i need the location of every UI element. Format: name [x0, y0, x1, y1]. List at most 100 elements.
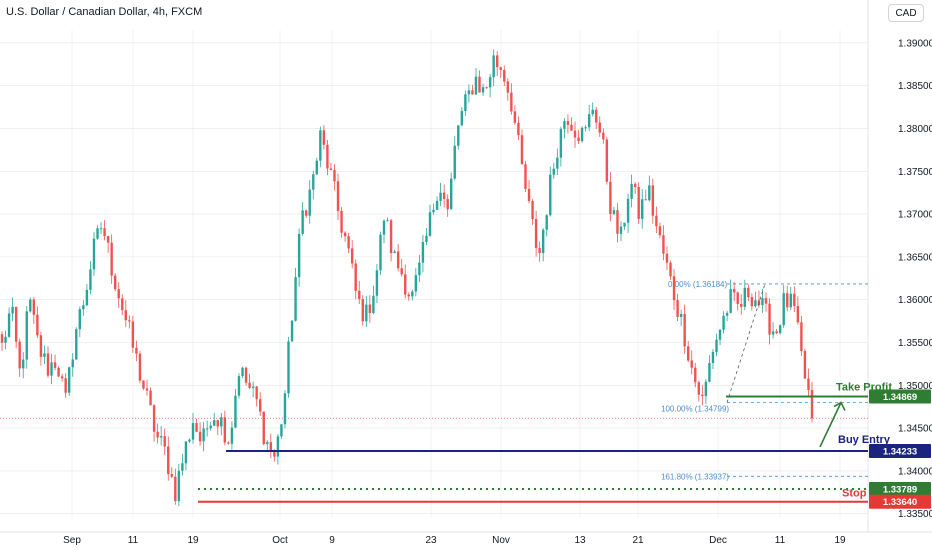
candle: [71, 359, 74, 368]
candle: [167, 446, 170, 475]
fib-label-fib_100: 100.00% (1.34799): [661, 405, 729, 414]
candle: [747, 287, 750, 298]
candle: [280, 424, 283, 437]
candle: [803, 350, 807, 379]
candle: [520, 135, 524, 165]
candle: [513, 111, 517, 123]
candle: [223, 417, 227, 443]
candle: [492, 55, 495, 78]
candle: [711, 351, 715, 363]
candle: [294, 277, 297, 321]
candle: [538, 248, 541, 254]
x-tick-label: 19: [187, 535, 199, 546]
candle: [595, 109, 598, 123]
x-tick-label: 9: [329, 535, 335, 546]
candle: [213, 420, 216, 426]
candle: [503, 69, 506, 82]
candle: [510, 92, 513, 112]
candle: [609, 181, 612, 214]
candle: [768, 303, 771, 335]
candle: [807, 378, 810, 390]
candle: [301, 210, 304, 234]
candle: [96, 228, 99, 239]
levels: 0.00% (1.36184) 100.00% (1.34799) 161.80% …: [0, 280, 895, 503]
candle: [531, 200, 534, 220]
fib-1618-tag-text: 1.33789: [883, 484, 917, 495]
candle: [89, 269, 92, 290]
candle: [266, 442, 269, 445]
candle: [771, 331, 775, 335]
candle: [764, 298, 768, 304]
candle: [644, 199, 647, 201]
x-tick-label: 11: [775, 535, 786, 546]
candle: [672, 276, 676, 301]
candle: [527, 188, 531, 201]
candle: [442, 192, 446, 199]
candle: [92, 238, 96, 270]
candle: [255, 386, 258, 400]
candle: [368, 304, 372, 314]
candle: [322, 130, 326, 145]
candle: [655, 215, 658, 227]
candle: [64, 378, 67, 393]
x-axis: Sep 11 19 Oct 9 23 Nov 13 21 Dec 11 19: [63, 535, 846, 546]
candle: [46, 353, 50, 376]
candle: [269, 442, 273, 452]
candle: [499, 67, 502, 70]
candle: [612, 210, 616, 214]
candle: [786, 293, 789, 308]
y-tick-label: 1.37000: [898, 210, 932, 221]
candle: [810, 389, 814, 419]
buy-entry-tag: [869, 443, 931, 458]
candle: [202, 428, 205, 442]
currency-button[interactable]: CAD: [888, 4, 924, 22]
candle: [591, 109, 594, 115]
candle: [414, 275, 418, 292]
candle: [209, 425, 212, 429]
candle: [184, 441, 188, 464]
x-tick-label: 21: [632, 535, 644, 546]
candle: [7, 313, 11, 337]
candle: [453, 145, 456, 179]
candle: [170, 474, 173, 477]
candle: [400, 268, 403, 275]
candle: [227, 442, 230, 444]
y-tick-label: 1.35000: [898, 381, 932, 392]
candle: [131, 321, 135, 348]
candle: [375, 270, 379, 296]
x-tick-label: 11: [128, 535, 139, 546]
candle: [740, 303, 743, 307]
fib-label-fib_0: 0.00% (1.36184): [668, 280, 727, 289]
candle: [121, 298, 124, 311]
candle: [220, 417, 223, 427]
candle: [205, 428, 209, 430]
candle: [191, 423, 195, 440]
candle: [22, 359, 25, 369]
candle: [177, 470, 181, 502]
candle: [619, 226, 623, 234]
candle: [541, 229, 545, 254]
stop-loss-tag-text: 1.33640: [883, 497, 917, 508]
candle: [761, 298, 764, 306]
candle: [573, 130, 577, 138]
candle: [605, 139, 609, 182]
candle: [60, 376, 64, 379]
fib-label-fib_1618: 161.80% (1.33937): [661, 472, 729, 481]
candle: [319, 130, 322, 161]
candle: [85, 289, 89, 306]
candle: [149, 390, 152, 406]
candle: [665, 253, 669, 263]
candle: [598, 122, 601, 133]
candle: [156, 431, 159, 438]
take-profit-tag-text: 1.34869: [883, 392, 917, 403]
candle: [336, 181, 340, 211]
y-tick-label: 1.39000: [898, 38, 932, 49]
candle: [584, 127, 587, 129]
candle: [545, 215, 548, 230]
candle: [715, 339, 718, 352]
candle: [418, 262, 421, 276]
candles: [0, 49, 814, 507]
y-tick-label: 1.36000: [898, 295, 932, 306]
x-tick-label: 19: [834, 535, 846, 546]
